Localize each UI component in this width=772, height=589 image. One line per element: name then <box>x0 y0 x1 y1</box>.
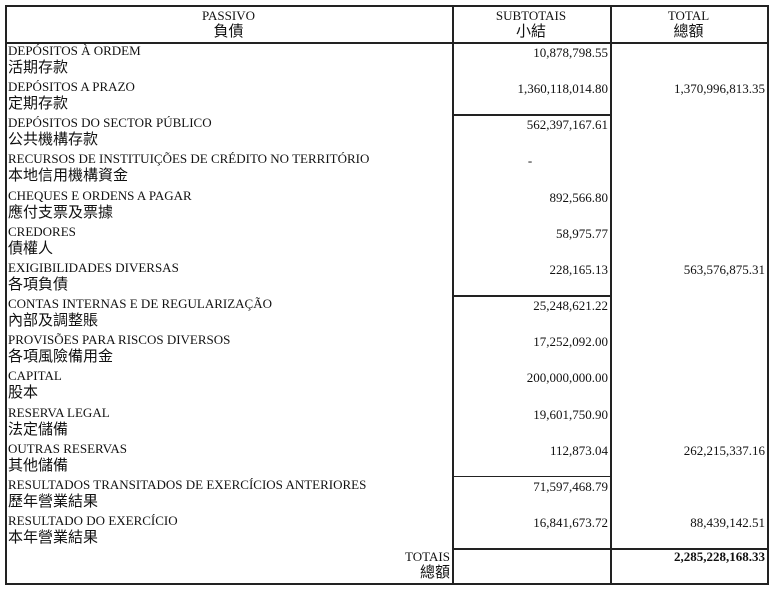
totals-label-zh: 總額 <box>419 565 450 581</box>
rule <box>452 295 610 297</box>
row-label: DEPÓSITOS DO SECTOR PÚBLICO <box>8 115 212 131</box>
subtotal: - <box>527 153 533 169</box>
row-label-zh: 公共機構存款 <box>8 132 99 149</box>
row-label: CHEQUES E ORDENS A PAGAR <box>8 187 192 203</box>
header-label: TOTAL <box>667 8 710 23</box>
row-label-zh: 活期存款 <box>8 60 69 76</box>
totals-label: TOTAIS <box>405 549 450 564</box>
rule <box>452 475 610 478</box>
row-label: CREDORES <box>8 223 76 239</box>
rule <box>5 5 767 7</box>
row-label-zh: 股本 <box>8 385 39 402</box>
row-label: OUTRAS RESERVAS <box>8 440 127 456</box>
subtotal: 19,601,750.90 <box>533 406 608 422</box>
total: 262,215,337.16 <box>683 442 765 458</box>
subtotal: 112,873.04 <box>549 442 608 458</box>
row-label-zh: 法定儲備 <box>8 421 69 438</box>
subtotal: 58,975.77 <box>556 225 608 241</box>
subtotal: 71,597,468.79 <box>533 478 608 494</box>
subtotal: 562,397,167.61 <box>526 117 608 133</box>
rule <box>452 548 767 550</box>
row-label-zh: 其他儲備 <box>8 457 69 474</box>
header-label-zh: 總額 <box>673 24 704 40</box>
row-label: PROVISÕES PARA RISCOS DIVERSOS <box>8 332 231 348</box>
header-label: PASSIVO <box>202 8 255 23</box>
row-label-zh: 本年營業結果 <box>8 529 99 546</box>
subtotal: 25,248,621.22 <box>533 298 608 314</box>
row-label-zh: 定期存款 <box>8 96 69 113</box>
row-label: RESULTADO DO EXERCÍCIO <box>8 512 178 528</box>
rule <box>610 5 612 583</box>
rule <box>767 5 769 585</box>
rule <box>5 583 767 585</box>
subtotal: 228,165.13 <box>549 261 609 277</box>
row-label: RESERVA LEGAL <box>8 404 110 420</box>
header-label-zh: 負債 <box>213 24 244 40</box>
row-label: EXIGIBILIDADES DIVERSAS <box>8 259 179 275</box>
rule <box>5 5 7 583</box>
total: 1,370,996,813.35 <box>674 81 765 97</box>
grand-total: 2,285,228,168.33 <box>674 549 765 564</box>
row-label: DEPÓSITOS À ORDEM <box>8 43 141 58</box>
row-label-zh: 各項負債 <box>8 276 69 293</box>
row-label-zh: 債權人 <box>8 240 54 257</box>
row-label: RECURSOS DE INSTITUIÇÕES DE CRÉDITO NO T… <box>8 151 370 167</box>
total: 563,576,875.31 <box>683 261 765 277</box>
row-label: CAPITAL <box>8 368 62 384</box>
row-label-zh: 本地信用機構資金 <box>8 168 129 185</box>
header-label-zh: 小結 <box>515 24 546 40</box>
subtotal: 17,252,092.00 <box>533 334 608 350</box>
subtotal: 892,566.80 <box>549 189 609 205</box>
subtotal: 10,878,798.55 <box>533 45 608 60</box>
total: 88,439,142.51 <box>690 514 765 530</box>
rule <box>452 114 610 116</box>
row-label: CONTAS INTERNAS E DE REGULARIZAÇÃO <box>8 296 273 312</box>
rule <box>5 42 767 44</box>
row-label: DEPÓSITOS A PRAZO <box>8 79 135 95</box>
subtotal: 1,360,118,014.80 <box>517 81 608 97</box>
row-label: RESULTADOS TRANSITADOS DE EXERCÍCIOS ANT… <box>8 476 367 492</box>
row-label-zh: 歷年營業結果 <box>8 493 99 510</box>
subtotal: 16,841,673.72 <box>533 514 608 530</box>
subtotal: 200,000,000.00 <box>526 370 608 386</box>
header-label: SUBTOTAIS <box>495 8 567 23</box>
rule <box>452 5 454 583</box>
row-label-zh: 各項風險備用金 <box>8 349 114 366</box>
row-label-zh: 內部及調整賬 <box>8 313 99 330</box>
row-label-zh: 應付支票及票據 <box>8 204 114 221</box>
